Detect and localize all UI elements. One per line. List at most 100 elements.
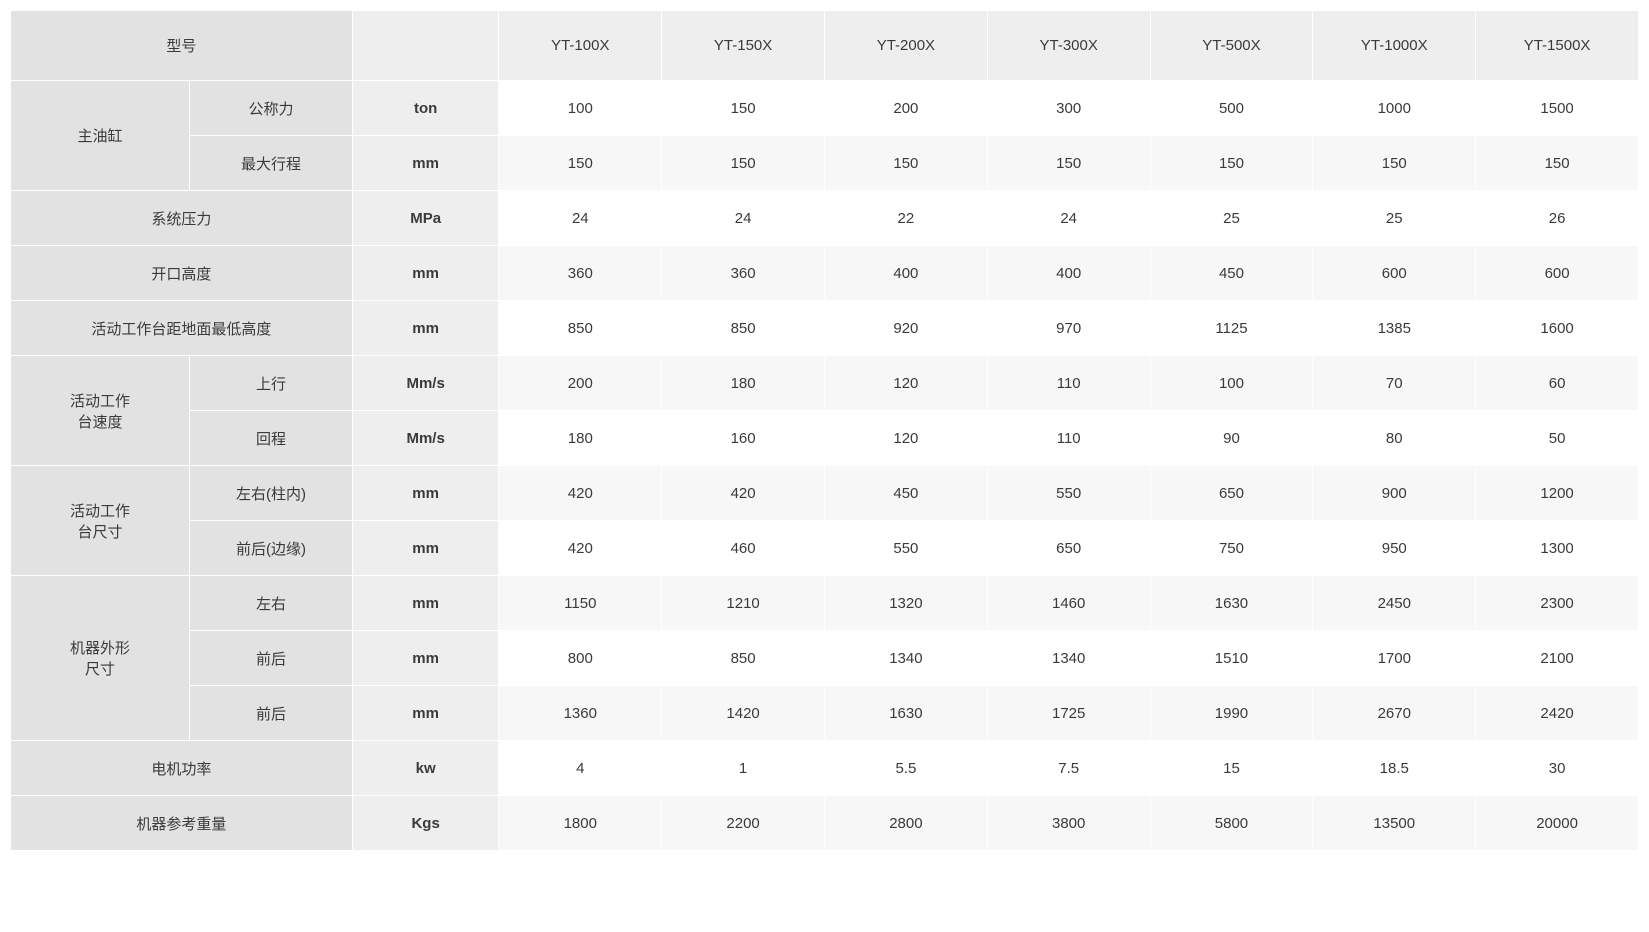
data-cell: 22 [824,191,987,246]
data-cell: 7.5 [987,741,1150,796]
data-cell: 2200 [662,796,825,851]
data-cell: 24 [662,191,825,246]
spec-table: 型号YT-100XYT-150XYT-200XYT-300XYT-500XYT-… [10,10,1639,851]
data-cell: 950 [1313,521,1476,576]
data-cell: 2670 [1313,686,1476,741]
data-cell: 1360 [499,686,662,741]
data-cell: 1385 [1313,301,1476,356]
data-cell: 550 [987,466,1150,521]
data-cell: 150 [662,136,825,191]
data-cell: 1125 [1150,301,1313,356]
unit-cell: mm [352,521,499,576]
data-cell: 1320 [824,576,987,631]
table-row: 活动工作台尺寸左右(柱内)mm4204204505506509001200 [11,466,1639,521]
data-cell: 300 [987,81,1150,136]
unit-cell: ton [352,81,499,136]
data-cell: 1150 [499,576,662,631]
model-header: YT-150X [662,11,825,81]
data-cell: 850 [662,631,825,686]
header-label: 型号 [11,11,353,81]
data-cell: 180 [662,356,825,411]
data-cell: 1630 [824,686,987,741]
unit-cell: mm [352,246,499,301]
data-cell: 1725 [987,686,1150,741]
data-cell: 1500 [1476,81,1639,136]
data-cell: 200 [824,81,987,136]
data-cell: 1 [662,741,825,796]
model-header: YT-100X [499,11,662,81]
data-cell: 2100 [1476,631,1639,686]
data-cell: 24 [499,191,662,246]
model-header: YT-1000X [1313,11,1476,81]
row-label: 开口高度 [11,246,353,301]
data-cell: 800 [499,631,662,686]
data-cell: 70 [1313,356,1476,411]
data-cell: 5800 [1150,796,1313,851]
table-row: 活动工作台速度上行Mm/s2001801201101007060 [11,356,1639,411]
data-cell: 1300 [1476,521,1639,576]
data-cell: 200 [499,356,662,411]
data-cell: 1340 [824,631,987,686]
data-cell: 13500 [1313,796,1476,851]
data-cell: 450 [1150,246,1313,301]
row-label: 电机功率 [11,741,353,796]
sub-label: 左右 [190,576,353,631]
data-cell: 110 [987,356,1150,411]
sub-label: 前后 [190,686,353,741]
data-cell: 1990 [1150,686,1313,741]
data-cell: 1340 [987,631,1150,686]
data-cell: 180 [499,411,662,466]
data-cell: 60 [1476,356,1639,411]
data-cell: 160 [662,411,825,466]
data-cell: 24 [987,191,1150,246]
data-cell: 450 [824,466,987,521]
data-cell: 1210 [662,576,825,631]
table-row: 电机功率kw415.57.51518.530 [11,741,1639,796]
data-cell: 30 [1476,741,1639,796]
row-label: 机器参考重量 [11,796,353,851]
data-cell: 420 [662,466,825,521]
data-cell: 25 [1313,191,1476,246]
data-cell: 15 [1150,741,1313,796]
table-row: 主油缸公称力ton10015020030050010001500 [11,81,1639,136]
unit-cell: mm [352,686,499,741]
data-cell: 1510 [1150,631,1313,686]
data-cell: 1460 [987,576,1150,631]
group-label: 活动工作台尺寸 [11,466,190,576]
data-cell: 400 [987,246,1150,301]
table-row: 前后(边缘)mm4204605506507509501300 [11,521,1639,576]
data-cell: 900 [1313,466,1476,521]
unit-cell: mm [352,631,499,686]
data-cell: 650 [987,521,1150,576]
data-cell: 120 [824,411,987,466]
unit-cell: mm [352,136,499,191]
table-row: 最大行程mm150150150150150150150 [11,136,1639,191]
data-cell: 20000 [1476,796,1639,851]
sub-label: 最大行程 [190,136,353,191]
data-cell: 1630 [1150,576,1313,631]
header-unit-blank [352,11,499,81]
data-cell: 2450 [1313,576,1476,631]
data-cell: 600 [1476,246,1639,301]
table-row: 前后mm80085013401340151017002100 [11,631,1639,686]
row-label: 活动工作台距地面最低高度 [11,301,353,356]
unit-cell: mm [352,466,499,521]
model-header: YT-200X [824,11,987,81]
data-cell: 850 [499,301,662,356]
group-label: 主油缸 [11,81,190,191]
table-row: 机器外形尺寸左右mm1150121013201460163024502300 [11,576,1639,631]
data-cell: 920 [824,301,987,356]
data-cell: 600 [1313,246,1476,301]
unit-cell: mm [352,576,499,631]
data-cell: 150 [662,81,825,136]
data-cell: 150 [987,136,1150,191]
data-cell: 500 [1150,81,1313,136]
data-cell: 2420 [1476,686,1639,741]
data-cell: 150 [1476,136,1639,191]
data-cell: 90 [1150,411,1313,466]
sub-label: 前后 [190,631,353,686]
group-label: 机器外形尺寸 [11,576,190,741]
data-cell: 4 [499,741,662,796]
data-cell: 420 [499,521,662,576]
sub-label: 回程 [190,411,353,466]
